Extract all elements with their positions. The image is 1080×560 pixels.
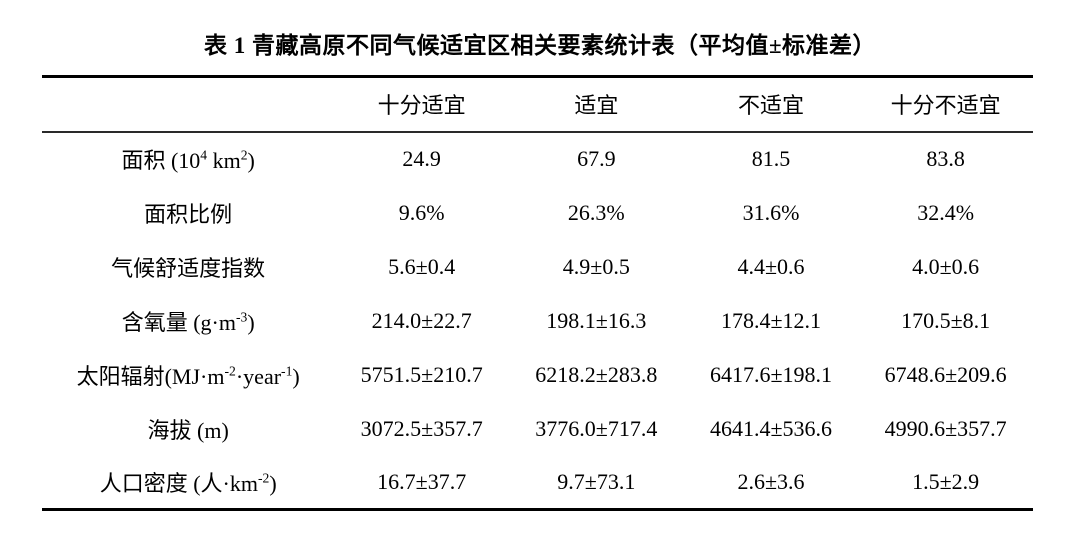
cell-value: 178.4±12.1: [720, 307, 822, 333]
cell-value: 4990.6±357.7: [884, 415, 1007, 441]
cell-value: 16.7±37.7: [377, 468, 467, 494]
cell-value: 9.6%: [398, 199, 445, 225]
table-header: 十分适宜 适宜 不适宜 十分不适宜: [42, 77, 1033, 132]
cell-value: 4641.4±536.6: [709, 415, 833, 441]
table-row: 太阳辐射(MJ·m-2·year-1) 5751.5±210.7 6218.2±28…: [42, 348, 1033, 402]
cell-value: 83.8: [926, 146, 965, 171]
cell-value: 6748.6±209.6: [884, 361, 1007, 387]
cell-value: 3776.0±717.4: [535, 415, 658, 441]
cell-value: 67.9: [577, 146, 616, 171]
table-caption: 表 1 青藏高原不同气候适宜区相关要素统计表（平均值±标准差）: [203, 33, 877, 58]
cell-value: 32.4%: [917, 199, 975, 225]
cell-value: 2.6±3.6: [737, 468, 805, 494]
table-row: 人口密度 (人·km-2) 16.7±37.7 9.7±73.1 2.6±3.6 1.5…: [42, 456, 1033, 510]
cell-value: 31.6%: [742, 199, 800, 225]
row-label: 气候舒适度指数: [111, 255, 266, 281]
table-container: 十分适宜 适宜 不适宜 十分不适宜 面积 (104 km2) 24.9 67.9 81.5 8…: [42, 75, 1033, 511]
table-row: 面积比例 9.6% 26.3% 31.6% 32.4%: [42, 186, 1033, 240]
row-label: 海拔 (m): [147, 417, 229, 443]
cell-value: 1.5±2.9: [912, 468, 980, 494]
table-row: 面积 (104 km2) 24.9 67.9 81.5 83.8: [42, 132, 1033, 186]
header-cell: 十分适宜: [377, 93, 466, 119]
table-row: 海拔 (m) 3072.5±357.7 3776.0±717.4 4641.4±536…: [42, 402, 1033, 456]
cell-value: 9.7±73.1: [557, 468, 636, 494]
table-body: 面积 (104 km2) 24.9 67.9 81.5 83.8 面积比例 9.6% 26.3…: [42, 132, 1033, 510]
cell-value: 81.5: [751, 146, 791, 171]
row-label: 含氧量 (g·m-3): [121, 309, 255, 335]
header-cell: 适宜: [574, 93, 619, 119]
header-cell-empty: [42, 77, 334, 132]
table-row: 含氧量 (g·m-3) 214.0±22.7 198.1±16.3 178.4±12.…: [42, 294, 1033, 348]
statistics-table: 十分适宜 适宜 不适宜 十分不适宜 面积 (104 km2) 24.9 67.9 81.5 8…: [42, 75, 1033, 511]
row-label: 面积 (104 km2): [121, 147, 255, 173]
cell-value: 26.3%: [567, 199, 625, 225]
cell-value: 5751.5±210.7: [360, 361, 483, 387]
cell-value: 4.4±0.6: [737, 253, 805, 279]
table-row: 气候舒适度指数 5.6±0.4 4.9±0.5 4.4±0.6 4.0±0.6: [42, 240, 1033, 294]
cell-value: 4.9±0.5: [562, 253, 630, 279]
cell-value: 214.0±22.7: [371, 307, 472, 333]
header-row: 十分适宜 适宜 不适宜 十分不适宜: [42, 77, 1033, 132]
row-label: 人口密度 (人·km-2): [99, 470, 277, 496]
cell-value: 6218.2±283.8: [535, 361, 658, 387]
cell-value: 4.0±0.6: [912, 253, 980, 279]
cell-value: 198.1±16.3: [546, 307, 647, 333]
row-label: 面积比例: [144, 201, 233, 227]
cell-value: 5.6±0.4: [388, 253, 456, 279]
cell-value: 24.9: [402, 146, 441, 171]
header-cell: 不适宜: [737, 93, 804, 119]
cell-value: 170.5±8.1: [901, 307, 991, 333]
header-cell: 十分不适宜: [890, 93, 1001, 119]
row-label: 太阳辐射(MJ·m-2·year-1): [76, 363, 300, 389]
cell-value: 3072.5±357.7: [360, 415, 483, 441]
cell-value: 6417.6±198.1: [709, 361, 833, 387]
